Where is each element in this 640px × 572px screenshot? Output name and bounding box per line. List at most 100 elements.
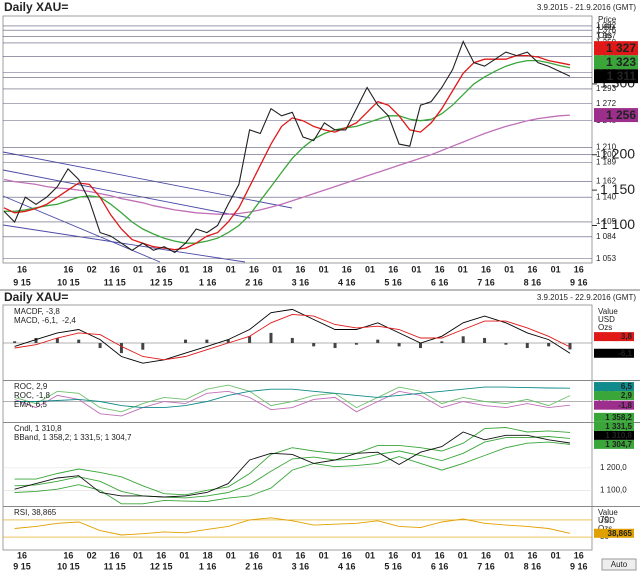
auto-button[interactable] bbox=[601, 558, 637, 571]
x-tick-label: 18 bbox=[203, 264, 213, 274]
series-line bbox=[14, 441, 571, 505]
x-period-label: 7 16 bbox=[477, 561, 495, 571]
value-box bbox=[594, 41, 638, 56]
y-tick-label: 1 100 bbox=[600, 216, 635, 232]
histogram-bar bbox=[547, 343, 551, 347]
histogram-bar bbox=[376, 339, 380, 343]
x-period-label: 9 15 bbox=[13, 277, 31, 287]
x-tick-label: 01 bbox=[133, 264, 143, 274]
x-period-label: 7 16 bbox=[477, 277, 495, 287]
x-period-label: 11 15 bbox=[104, 561, 126, 571]
y-tick-label: 70 bbox=[600, 515, 609, 524]
x-tick-label: 01 bbox=[272, 550, 282, 560]
level-label: 1 272 bbox=[596, 99, 617, 108]
series-line bbox=[14, 313, 571, 361]
x-tick-label: 01 bbox=[319, 264, 329, 274]
x-tick-label: 02 bbox=[87, 550, 97, 560]
x-tick-label: 01 bbox=[458, 264, 468, 274]
x-tick-label: 01 bbox=[319, 550, 329, 560]
axis-header: Ozs bbox=[598, 31, 612, 40]
series-line bbox=[14, 517, 571, 536]
histogram-bar bbox=[77, 339, 81, 343]
histogram-bar bbox=[461, 336, 465, 343]
x-tick-label: 01 bbox=[226, 264, 236, 274]
trend-line bbox=[2, 169, 251, 219]
legend-entry: Cndl, 1 310,8 bbox=[14, 424, 62, 433]
x-tick-label: 01 bbox=[226, 550, 236, 560]
x-tick-label: 16 bbox=[63, 264, 73, 274]
x-tick-label: 01 bbox=[551, 550, 561, 560]
series-line bbox=[14, 427, 571, 496]
chart-subtitle: 3.9.2015 - 22.9.2016 (GMT) bbox=[537, 293, 637, 302]
y-tick-label: 1 200 bbox=[600, 145, 635, 161]
axis-header: Value bbox=[598, 508, 618, 517]
legend-entry: ROC, 2,9 bbox=[14, 382, 48, 391]
level-label: 1 140 bbox=[596, 192, 617, 201]
x-tick-label: 16 bbox=[527, 264, 537, 274]
x-period-label: 2 16 bbox=[245, 561, 263, 571]
x-tick-label: 16 bbox=[249, 550, 259, 560]
x-tick-label: 16 bbox=[481, 550, 491, 560]
histogram-bar bbox=[55, 337, 59, 343]
level-label: 1 382 bbox=[596, 21, 617, 30]
value-box-label: 1 311 bbox=[607, 69, 637, 83]
histogram-bar bbox=[418, 343, 422, 349]
axis-header: USD bbox=[598, 516, 615, 525]
x-period-label: 3 16 bbox=[292, 561, 310, 571]
chart-subtitle: 3.9.2015 - 21.9.2016 (GMT) bbox=[537, 3, 637, 12]
level-label: 1 053 bbox=[596, 254, 617, 263]
histogram-bar bbox=[119, 343, 123, 354]
chart-title: Daily XAU= bbox=[4, 290, 68, 304]
x-period-label: 10 15 bbox=[57, 277, 80, 287]
x-tick-label: 16 bbox=[574, 264, 584, 274]
auto-button-label[interactable]: Auto bbox=[611, 560, 628, 569]
x-tick-label: 01 bbox=[133, 550, 143, 560]
legend-entry: MACDF, -3,8 bbox=[14, 307, 60, 316]
x-tick-label: 16 bbox=[156, 550, 166, 560]
x-tick-label: 16 bbox=[388, 550, 398, 560]
trend-line bbox=[2, 224, 246, 263]
histogram-bar bbox=[269, 332, 273, 343]
histogram-bar bbox=[312, 343, 316, 347]
value-box bbox=[594, 55, 638, 70]
x-period-label: 3 16 bbox=[292, 277, 310, 287]
value-box-label: 1 331,5 bbox=[605, 422, 632, 431]
x-tick-label: 16 bbox=[574, 550, 584, 560]
x-period-label: 4 16 bbox=[338, 277, 356, 287]
x-tick-label: 01 bbox=[458, 550, 468, 560]
histogram-bar bbox=[525, 343, 529, 349]
series-line bbox=[14, 436, 571, 499]
x-tick-label: 16 bbox=[295, 264, 305, 274]
histogram-bar bbox=[397, 343, 401, 347]
value-box-label: -6,1 bbox=[618, 349, 632, 358]
x-tick-label: 16 bbox=[156, 264, 166, 274]
value-box-label: 1 304,7 bbox=[605, 440, 632, 449]
level-label: 1 162 bbox=[596, 177, 617, 186]
series-line bbox=[3, 40, 571, 254]
series-line bbox=[14, 384, 571, 413]
x-tick-label: 01 bbox=[272, 264, 282, 274]
legend-entry: BBand, 1 358,2; 1 331,5; 1 304,7 bbox=[14, 433, 132, 442]
x-tick-label: 01 bbox=[504, 550, 514, 560]
value-box bbox=[594, 439, 634, 449]
value-box-label: -1,8 bbox=[618, 401, 632, 410]
x-tick-label: 16 bbox=[527, 550, 537, 560]
chart-title: Daily XAU= bbox=[4, 0, 68, 14]
histogram-bar bbox=[504, 343, 508, 345]
value-box bbox=[594, 391, 634, 401]
histogram-bar bbox=[141, 343, 145, 350]
value-box bbox=[594, 348, 634, 358]
histogram-bar bbox=[483, 337, 487, 343]
x-tick-label: 16 bbox=[110, 264, 120, 274]
histogram-bar bbox=[184, 339, 188, 343]
axis-header: Value bbox=[598, 307, 618, 316]
series-line bbox=[14, 308, 571, 364]
histogram-bar bbox=[226, 339, 230, 343]
value-box-label: 1 310,8 bbox=[605, 431, 632, 440]
level-label: 1 210 bbox=[596, 143, 617, 152]
level-label: 1 376 bbox=[596, 25, 617, 34]
x-tick-label: 01 bbox=[365, 550, 375, 560]
axis-header: Ozs bbox=[598, 323, 612, 332]
trend-line bbox=[2, 195, 161, 263]
